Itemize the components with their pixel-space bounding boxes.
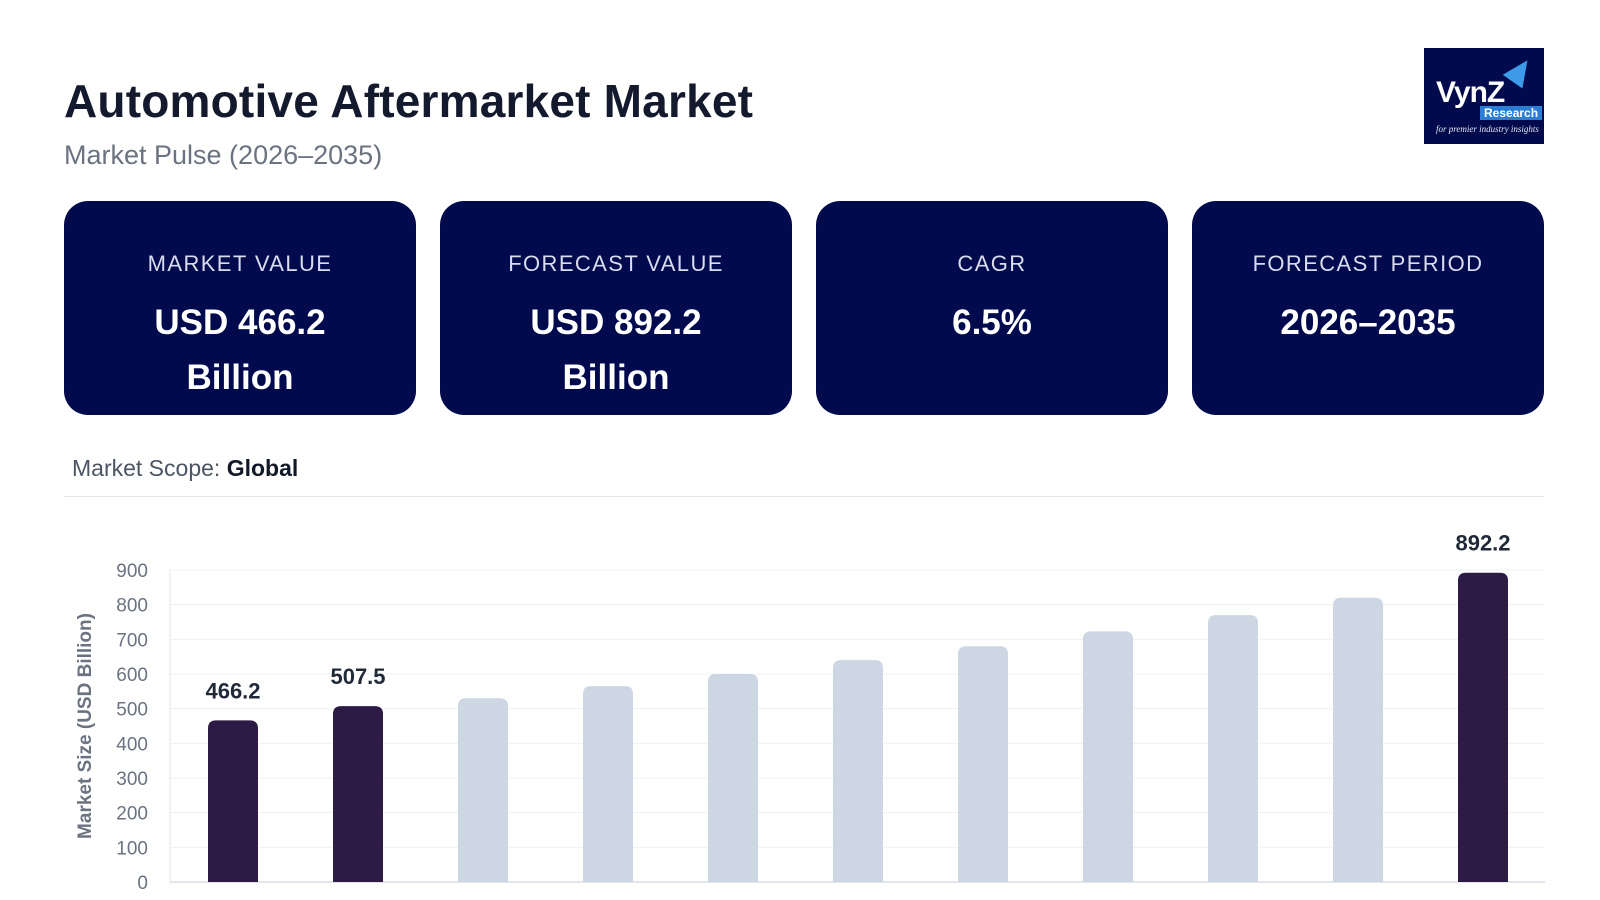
divider bbox=[64, 496, 1544, 497]
bar bbox=[958, 646, 1008, 882]
kpi-cards: MARKET VALUE USD 466.2 Billion FORECAST … bbox=[64, 201, 1544, 415]
market-scope: Market Scope: Global bbox=[72, 455, 298, 482]
y-tick-label: 0 bbox=[137, 873, 148, 894]
kpi-value: USD 892.2 Billion bbox=[530, 303, 702, 397]
y-tick-label: 300 bbox=[116, 769, 148, 790]
bar bbox=[708, 674, 758, 882]
bar bbox=[583, 686, 633, 882]
kpi-label: FORECAST VALUE bbox=[508, 251, 724, 276]
y-tick-label: 500 bbox=[116, 700, 148, 721]
kpi-value: 6.5% bbox=[952, 303, 1032, 342]
kpi-card-forecast-value: FORECAST VALUE USD 892.2 Billion bbox=[440, 201, 792, 415]
y-tick-label: 700 bbox=[116, 630, 148, 651]
bar bbox=[1083, 631, 1133, 882]
logo-word: VynZ bbox=[1436, 76, 1505, 109]
y-tick-label: 800 bbox=[116, 596, 148, 617]
bar bbox=[1208, 615, 1258, 882]
brand-logo: VynZ Research for premier industry insig… bbox=[1424, 48, 1544, 144]
kpi-value: 2026–2035 bbox=[1280, 303, 1456, 342]
page-title: Automotive Aftermarket Market bbox=[64, 75, 754, 127]
kpi-label: CAGR bbox=[957, 251, 1027, 276]
kpi-card-forecast-period: FORECAST PERIOD 2026–2035 bbox=[1192, 201, 1544, 415]
kpi-value: USD 466.2 Billion bbox=[154, 303, 326, 397]
y-tick-label: 400 bbox=[116, 734, 148, 755]
bar-data-label: 892.2 bbox=[1455, 531, 1510, 556]
y-tick-label: 200 bbox=[116, 804, 148, 825]
bar bbox=[1333, 597, 1383, 882]
market-scope-value: Global bbox=[226, 455, 299, 481]
bar-data-label: 466.2 bbox=[205, 678, 260, 703]
logo-sub: Research bbox=[1480, 106, 1543, 120]
logo-tagline: for premier industry insights bbox=[1436, 124, 1539, 134]
y-tick-label: 600 bbox=[116, 665, 148, 686]
y-tick-label: 100 bbox=[116, 838, 148, 859]
logo-arrow-icon bbox=[1502, 53, 1538, 89]
bar-data-label: 507.5 bbox=[330, 664, 385, 689]
market-size-bar-chart: 0 100 200 300 400 500 600 700 800 900 Market Size … bbox=[75, 531, 1545, 894]
y-axis-label: Market Size (USD Billion) bbox=[75, 613, 96, 839]
bar bbox=[208, 720, 258, 882]
bar bbox=[1458, 572, 1508, 882]
bar bbox=[333, 706, 383, 882]
market-scope-label: Market Scope: bbox=[72, 455, 221, 481]
kpi-label: MARKET VALUE bbox=[147, 251, 333, 276]
y-tick-label: 900 bbox=[116, 561, 148, 582]
kpi-card-cagr: CAGR 6.5% bbox=[816, 201, 1168, 415]
kpi-label: FORECAST PERIOD bbox=[1252, 251, 1484, 276]
bar bbox=[458, 698, 508, 882]
bar bbox=[833, 660, 883, 882]
page-subtitle: Market Pulse (2026–2035) bbox=[64, 140, 383, 170]
kpi-card-market-value: MARKET VALUE USD 466.2 Billion bbox=[64, 201, 416, 415]
